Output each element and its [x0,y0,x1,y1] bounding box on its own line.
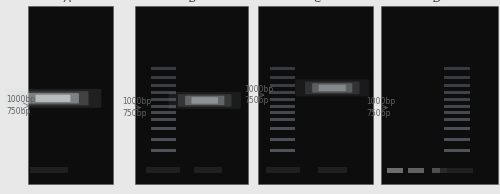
Bar [270,76,295,79]
Bar [266,167,300,173]
Text: 750bp: 750bp [366,109,390,118]
Bar [440,168,473,173]
Bar [151,76,176,79]
Bar [270,138,295,141]
Bar [151,98,176,101]
Text: A: A [64,0,72,4]
Text: C: C [314,0,322,4]
FancyBboxPatch shape [178,94,232,107]
Bar [408,168,424,173]
Bar [270,111,295,114]
Bar [444,118,469,121]
Bar [28,6,112,184]
Bar [444,98,469,101]
Bar [258,6,372,184]
Text: 750bp: 750bp [6,107,30,116]
Bar [151,149,176,152]
FancyBboxPatch shape [168,92,241,109]
Bar [381,6,498,184]
Text: 1000bp: 1000bp [366,97,395,106]
Bar [444,67,469,70]
Text: 750bp: 750bp [244,96,268,105]
Text: 750bp: 750bp [122,109,147,118]
Bar [444,149,469,152]
FancyBboxPatch shape [4,89,102,108]
Bar [388,168,402,173]
FancyBboxPatch shape [192,97,218,104]
Bar [270,84,295,87]
Bar [151,91,176,94]
FancyBboxPatch shape [312,83,352,93]
Bar [151,127,176,130]
Bar [444,91,469,94]
Bar [270,105,295,107]
Bar [270,98,295,101]
Bar [270,91,295,94]
FancyBboxPatch shape [185,96,224,105]
FancyBboxPatch shape [296,80,369,96]
Bar [270,127,295,130]
Bar [151,84,176,87]
FancyBboxPatch shape [305,82,360,94]
FancyBboxPatch shape [36,95,70,102]
Bar [151,138,176,141]
Bar [151,118,176,121]
Bar [270,149,295,152]
Bar [270,118,295,121]
Bar [151,67,176,70]
Bar [151,111,176,114]
Bar [270,67,295,70]
Bar [444,111,469,114]
FancyBboxPatch shape [318,85,346,91]
Bar [146,167,180,173]
Text: D: D [433,0,442,4]
Bar [151,105,176,107]
Bar [30,167,68,173]
Bar [135,6,248,184]
Bar [444,138,469,141]
Text: 1000bp: 1000bp [6,95,35,104]
FancyBboxPatch shape [27,93,79,103]
Bar [444,105,469,107]
Bar [444,127,469,130]
Bar [444,76,469,79]
Bar [432,168,447,173]
Text: 1000bp: 1000bp [244,85,273,94]
Bar [194,167,222,173]
Bar [318,167,346,173]
FancyBboxPatch shape [18,91,88,105]
Bar [444,84,469,87]
Text: 1000bp: 1000bp [122,97,152,106]
Text: B: B [188,0,196,4]
